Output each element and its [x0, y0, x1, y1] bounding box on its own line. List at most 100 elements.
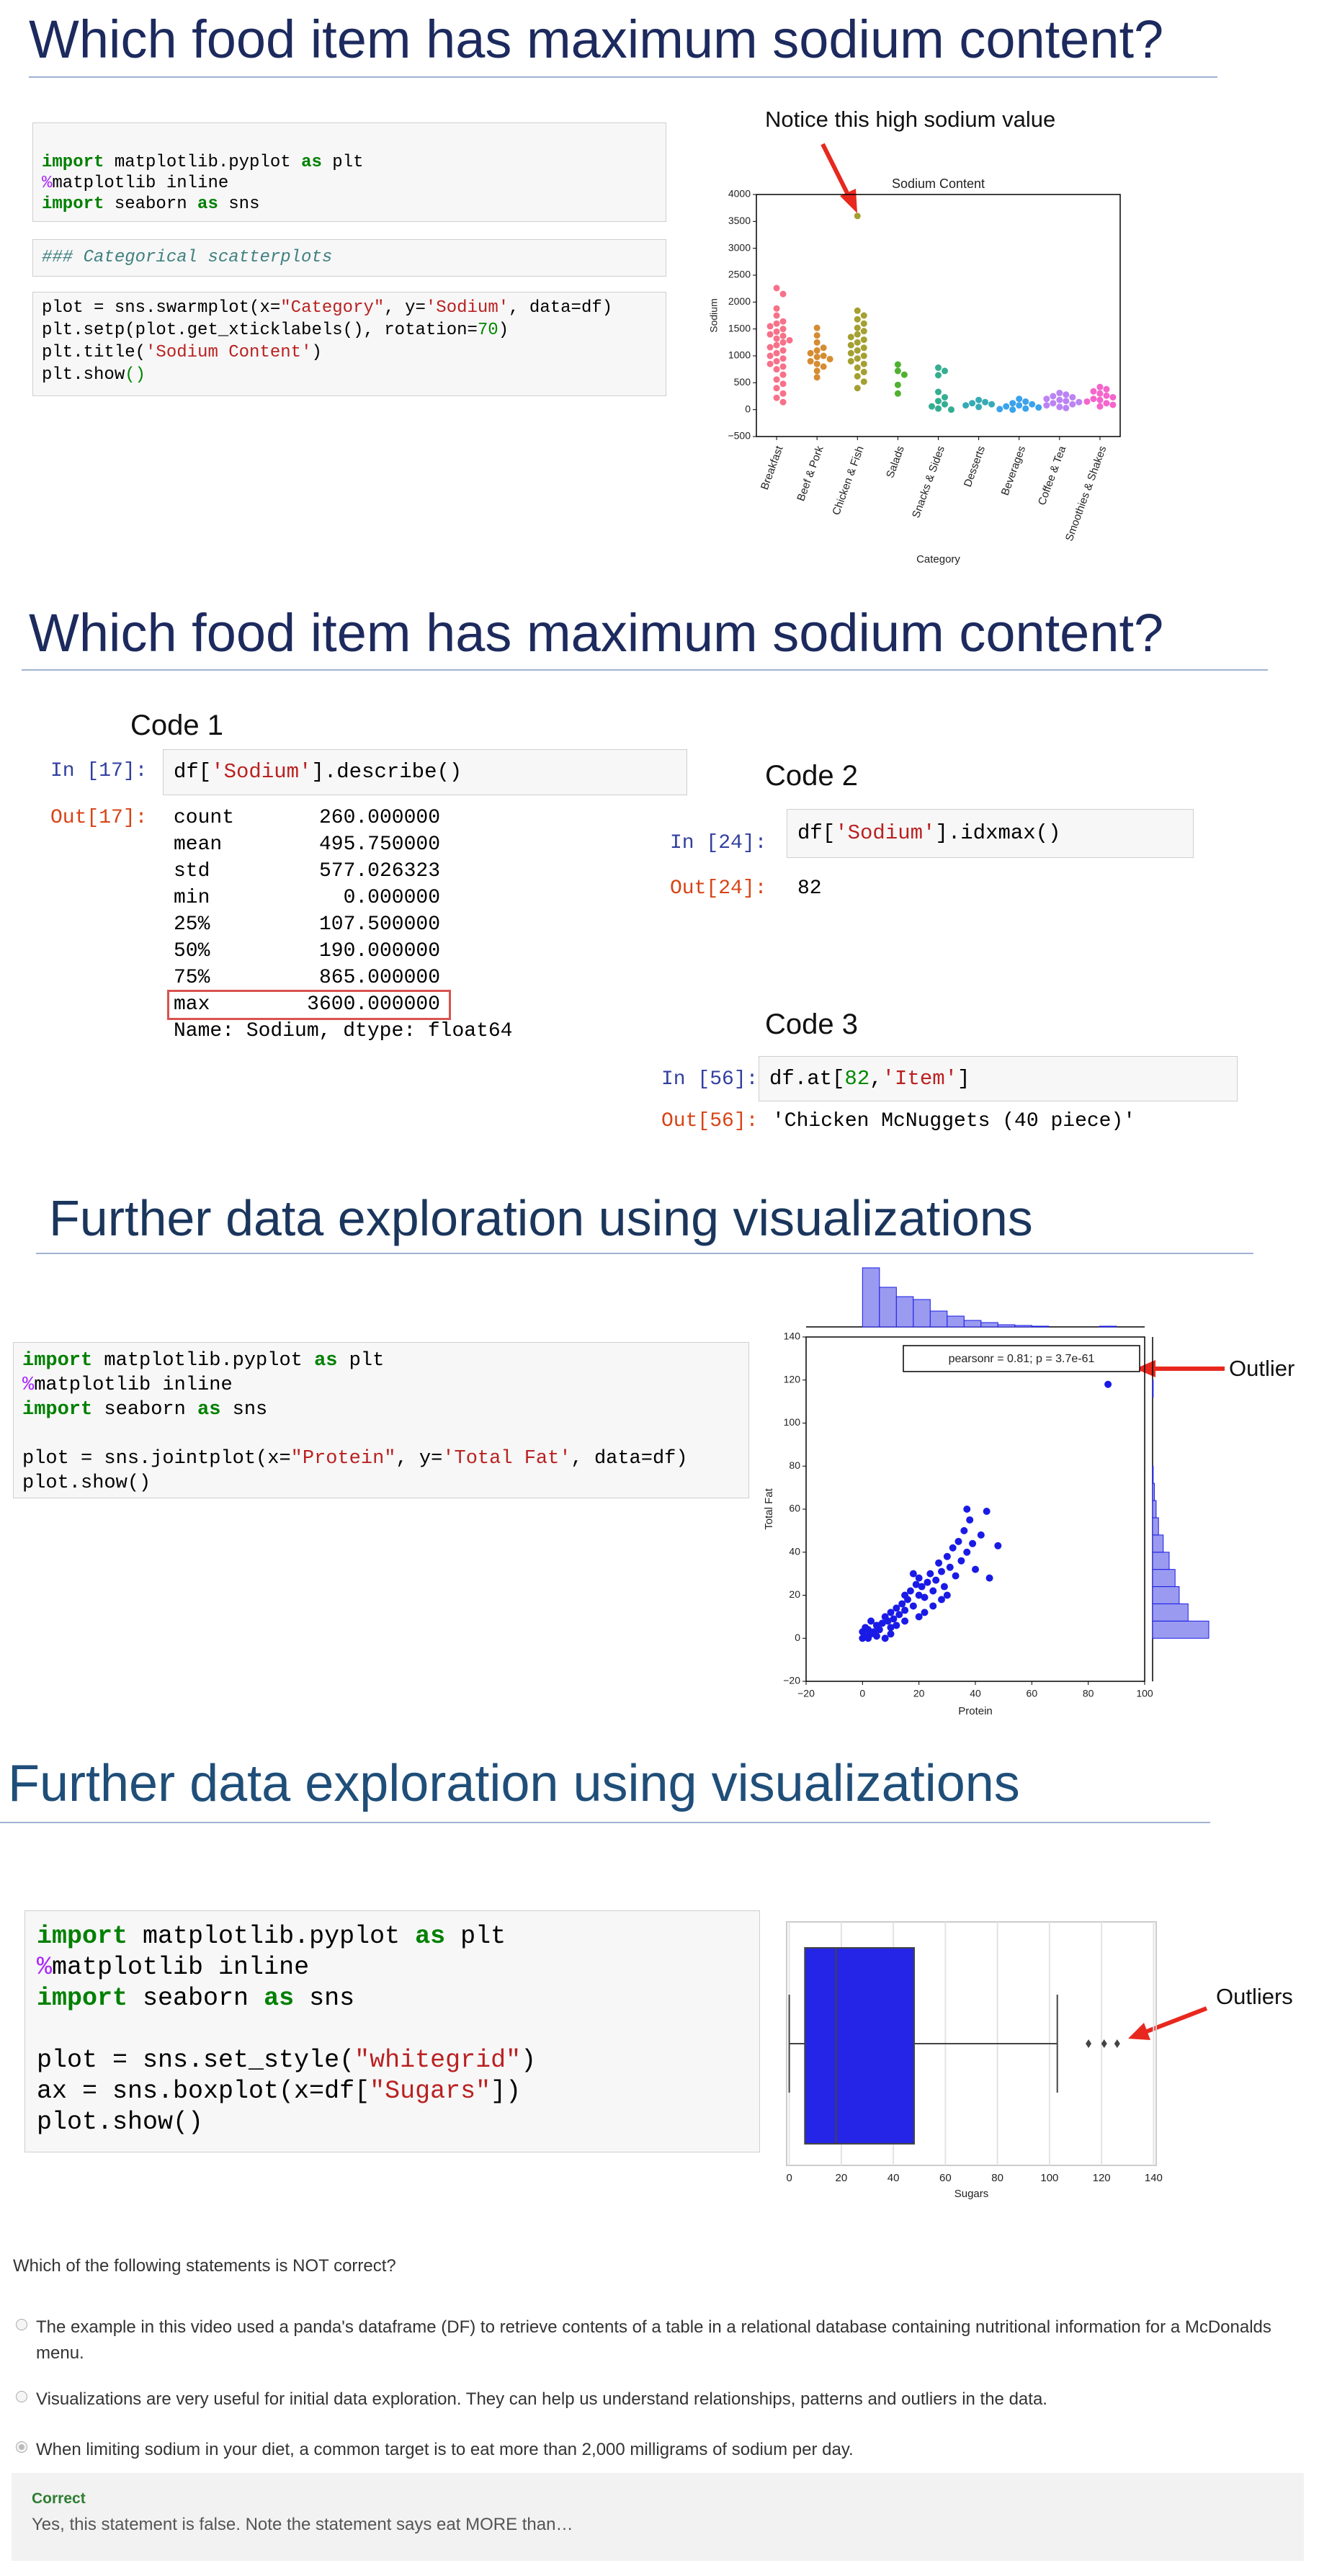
scatter-point	[898, 1600, 906, 1608]
swarm-point	[942, 401, 948, 408]
swarm-point	[1090, 388, 1097, 395]
scatter-point	[1104, 1380, 1112, 1388]
swarm-point	[1056, 390, 1063, 397]
x-tick-label: Snacks & Sides	[910, 444, 947, 520]
code-token: import	[37, 1984, 128, 2013]
x-tick-label: Breakfast	[759, 444, 786, 491]
code-line: import matplotlib.pyplot as plt	[22, 1349, 740, 1373]
x-tick-label: Beverages	[999, 444, 1029, 497]
x-axis-label: Sugars	[954, 2188, 989, 2200]
y-tick-label: 0	[745, 403, 751, 414]
code-token: "Category"	[280, 298, 385, 318]
code-token: seaborn	[128, 1984, 264, 2013]
code-token: matplotlib.pyplot	[104, 153, 302, 172]
histogram-bar	[913, 1299, 931, 1328]
scatter-point	[966, 1516, 974, 1524]
swarm-point	[969, 400, 976, 407]
histogram-bar	[895, 1296, 914, 1328]
swarm-point	[779, 339, 787, 346]
swarm-point	[1016, 402, 1023, 409]
swarm-point	[894, 361, 901, 368]
swarm-point	[1029, 401, 1036, 408]
swarm-point	[1096, 383, 1104, 390]
swarm-point	[860, 336, 867, 344]
y-tick-label: 80	[789, 1459, 800, 1471]
code-token: as	[197, 194, 218, 214]
y-tick-label: 40	[789, 1545, 800, 1557]
code-token: , data=df)	[571, 1448, 688, 1470]
code-token: 'Sodium'	[835, 821, 936, 845]
swarm-point	[813, 360, 821, 367]
radio-button[interactable]	[16, 2441, 27, 2453]
x-tick-label: Salads	[884, 444, 907, 480]
radio-button[interactable]	[16, 2391, 27, 2402]
swarm-point	[1063, 404, 1070, 411]
code-token: , data=df)	[509, 298, 613, 318]
code-token: plt.show	[42, 365, 125, 385]
histogram-bar	[862, 1267, 880, 1328]
code-token: )	[498, 321, 509, 340]
code-heading: Code 2	[765, 760, 858, 792]
swarm-point	[1009, 406, 1016, 413]
scatter-point	[985, 1574, 993, 1582]
swarm-point	[820, 344, 827, 352]
swarm-point	[773, 305, 780, 312]
code-token: ()	[125, 365, 146, 385]
swarm-point	[807, 357, 814, 365]
output: 82	[797, 877, 822, 900]
histogram-bar	[1152, 1552, 1170, 1570]
y-tick-label: 20	[789, 1588, 800, 1600]
swarm-point	[1103, 400, 1110, 407]
scatter-point	[938, 1567, 945, 1575]
radio-button[interactable]	[16, 2319, 27, 2330]
scatter-point	[932, 1576, 940, 1584]
output-row: std 577.026323	[174, 858, 440, 885]
histogram-bar	[1099, 1325, 1117, 1328]
code-cell: df.at[82,'Item']	[759, 1056, 1238, 1101]
output-label: max	[174, 993, 210, 1016]
box	[804, 1947, 916, 2145]
scatter-point	[929, 1602, 937, 1610]
output-value: 495.750000	[318, 833, 440, 856]
swarm-point	[935, 388, 942, 395]
code-token: 'Total Fat'	[442, 1448, 571, 1470]
x-tick-label: 80	[1083, 1688, 1094, 1699]
swarm-point	[773, 394, 780, 401]
code-token: plot.show()	[37, 2108, 204, 2137]
code-token: )	[311, 343, 322, 362]
code-heading: Code 3	[765, 1009, 858, 1040]
histogram-bar	[1152, 1620, 1210, 1639]
outlier	[1114, 2039, 1120, 2048]
code-token: plt	[337, 1350, 385, 1372]
slide-title: Which food item has maximum sodium conte…	[29, 9, 1164, 69]
output-value: 865.000000	[318, 967, 440, 989]
output-value: 577.026323	[318, 860, 440, 882]
x-tick-label: Chicken & Fish	[830, 444, 866, 517]
output-row: 25% 107.500000	[174, 911, 440, 938]
histogram-bar	[1152, 1482, 1155, 1501]
swarm-point	[779, 363, 787, 370]
swarm-point	[854, 372, 861, 380]
swarm-point	[935, 364, 942, 371]
swarm-point	[854, 324, 861, 331]
histogram-bar	[963, 1320, 982, 1328]
swarm-point	[854, 316, 861, 323]
code-line: ### Categorical scatterplots	[42, 247, 657, 268]
code-line: df.at[82,'Item']	[769, 1057, 1237, 1101]
swarm-point	[860, 344, 867, 352]
scatter-point	[909, 1602, 917, 1610]
arrow-head	[1128, 2023, 1150, 2040]
y-tick-label: 60	[789, 1503, 800, 1514]
swarm-point	[854, 347, 861, 354]
swarm-point	[1083, 398, 1091, 405]
swarm-point	[820, 352, 827, 359]
feedback-box: Correct Yes, this statement is false. No…	[12, 2473, 1304, 2561]
swarm-point	[766, 360, 774, 367]
swarm-point	[766, 323, 774, 330]
swarm-point	[773, 385, 780, 392]
swarm-point	[962, 402, 970, 409]
code-line: ​	[22, 1422, 740, 1446]
scatter-point	[884, 1617, 892, 1625]
scatter-point	[935, 1559, 943, 1567]
